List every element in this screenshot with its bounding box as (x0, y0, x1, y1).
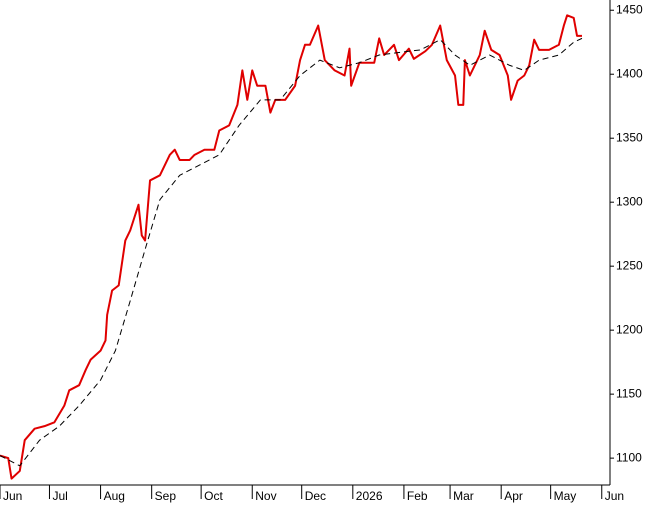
x-tick-label: Oct (204, 489, 223, 503)
y-tick-label: 1450 (616, 2, 643, 16)
x-tick-label: Jun (605, 489, 624, 503)
y-tick-label: 1350 (616, 130, 643, 144)
y-tick-label: 1300 (616, 194, 643, 208)
x-tick-label: Mar (453, 489, 474, 503)
x-tick-label: Jun (3, 489, 22, 503)
y-tick-label: 1200 (616, 322, 643, 336)
series-line (0, 37, 583, 467)
y-tick-label: 1250 (616, 258, 643, 272)
x-tick-label: May (554, 489, 577, 503)
x-tick-label: Dec (305, 489, 326, 503)
x-tick-label: Sep (155, 489, 177, 503)
series-line (0, 14, 582, 480)
x-tick-label: Nov (255, 489, 276, 503)
y-tick-label: 1100 (616, 450, 642, 464)
x-tick-label: Jul (52, 489, 67, 503)
x-tick-label: Apr (504, 489, 523, 503)
y-tick-label: 1400 (616, 66, 643, 80)
x-tick-label: Aug (104, 489, 125, 503)
x-tick-label: Feb (407, 489, 428, 503)
y-tick-label: 1150 (616, 386, 642, 400)
x-tick-label: 2026 (356, 489, 383, 503)
